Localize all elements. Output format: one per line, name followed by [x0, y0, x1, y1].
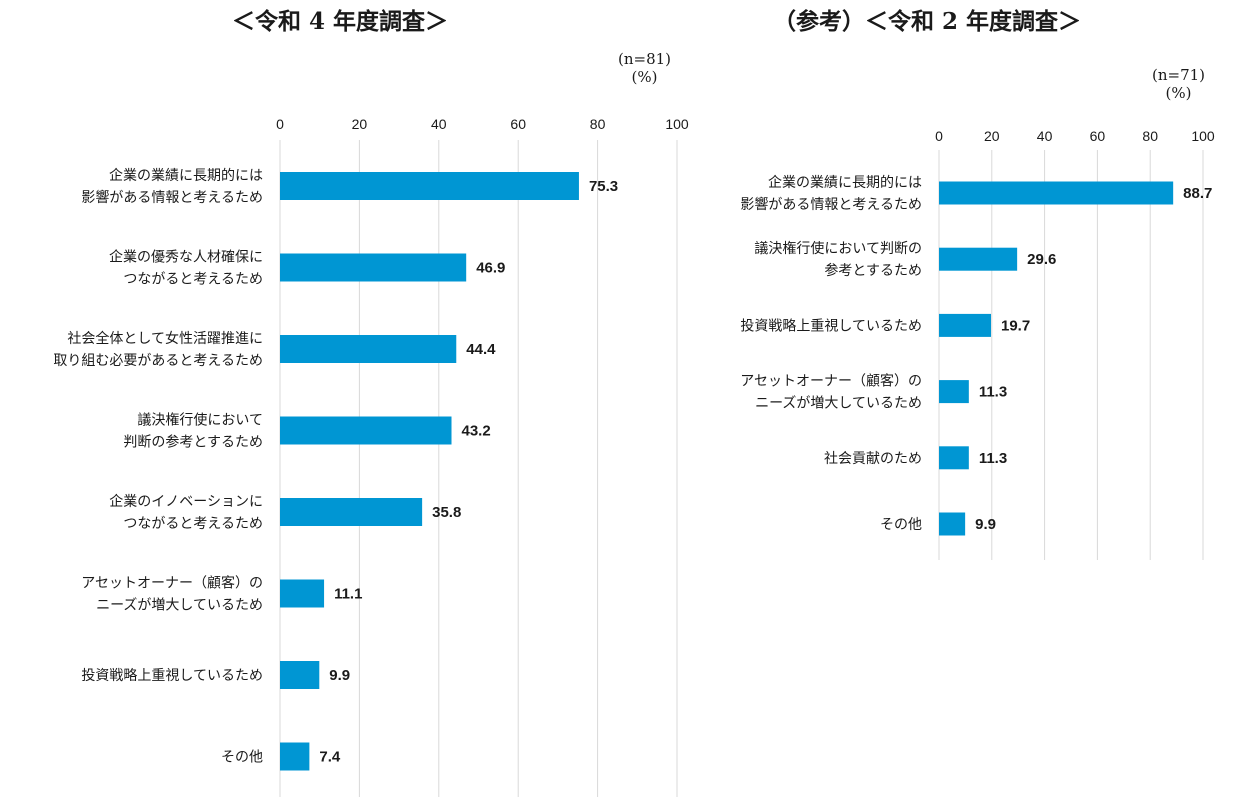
- right-category-label-4-0: 社会貢献のため: [824, 451, 922, 467]
- left-category-label-7-0: その他: [221, 750, 263, 766]
- left-bar-0: [280, 172, 579, 200]
- left-x-tick-label-1: 20: [352, 116, 368, 132]
- left-x-tick-label-4: 80: [590, 116, 606, 132]
- left-bar-6: [280, 661, 320, 689]
- left-sample-size: (n=81): [618, 50, 672, 68]
- left-category-label-2-0: 社会全体として女性活躍推進に: [67, 330, 263, 347]
- left-data-label-2: 44.4: [466, 341, 496, 358]
- right-x-tick-label-1: 20: [984, 128, 1000, 144]
- left-category-label-0-0: 企業の業績に長期的には: [109, 167, 263, 184]
- right-category-label-3-0: アセットオーナー（顧客）の: [740, 373, 922, 390]
- right-category-label-0-1: 影響がある情報と考えるため: [740, 196, 922, 213]
- left-category-label-2-1: 取り組む必要があると考えるため: [53, 353, 263, 369]
- right-category-label-1-1: 参考とするため: [824, 262, 922, 279]
- left-data-label-7: 7.4: [319, 749, 341, 766]
- left-bar-1: [280, 253, 467, 282]
- right-chart-note: (n=71) (%): [1152, 66, 1205, 102]
- right-category-label-3-1: ニーズが増大しているため: [755, 396, 922, 412]
- left-data-label-1: 46.9: [476, 260, 505, 277]
- right-sample-size: (n=71): [1152, 66, 1206, 84]
- left-category-label-5-1: ニーズが増大しているため: [96, 598, 263, 614]
- left-category-label-6-0: 投資戦略上重視しているため: [81, 668, 263, 684]
- left-bar-7: [280, 742, 310, 771]
- right-data-label-1: 29.6: [1027, 251, 1056, 268]
- right-category-label-5-0: その他: [880, 517, 922, 533]
- left-category-label-5-0: アセットオーナー（顧客）の: [81, 575, 263, 592]
- right-chart-title: （参考）＜令和 2 年度調査＞: [773, 8, 1082, 35]
- left-category-label-4-0: 企業のイノベーションに: [109, 493, 263, 510]
- right-data-label-0: 88.7: [1183, 185, 1212, 202]
- left-bar-2: [280, 335, 457, 363]
- right-data-label-3: 11.3: [979, 384, 1007, 401]
- left-category-label-3-0: 議決権行使において: [137, 412, 263, 429]
- right-x-tick-label-2: 40: [1037, 128, 1053, 144]
- right-bar-3: [939, 380, 969, 404]
- right-x-tick-label-4: 80: [1142, 128, 1158, 144]
- left-category-label-3-1: 判断の参考とするため: [123, 434, 263, 451]
- right-unit-label: (%): [1165, 84, 1192, 102]
- right-category-label-1-0: 議決権行使において判断の: [754, 240, 922, 257]
- left-data-label-3: 43.2: [462, 423, 491, 440]
- left-category-label-1-1: つながると考えるため: [123, 272, 263, 288]
- right-bar-4: [939, 446, 969, 470]
- left-x-tick-label-5: 100: [665, 116, 689, 132]
- left-x-tick-label-2: 40: [431, 116, 447, 132]
- right-category-label-0-0: 企業の業績に長期的には: [768, 174, 922, 191]
- right-data-label-2: 19.7: [1001, 317, 1030, 334]
- right-x-tick-label-0: 0: [935, 128, 943, 144]
- left-category-label-4-1: つながると考えるため: [123, 516, 263, 532]
- left-x-tick-label-0: 0: [276, 116, 284, 132]
- left-chart-title: ＜令和 4 年度調査＞: [232, 8, 449, 35]
- right-bar-0: [939, 181, 1174, 205]
- left-category-label-0-1: 影響がある情報と考えるため: [81, 189, 263, 206]
- right-data-label-5: 9.9: [975, 516, 996, 533]
- left-data-label-4: 35.8: [432, 504, 461, 521]
- right-data-label-4: 11.3: [979, 450, 1007, 467]
- right-bar-2: [939, 313, 992, 337]
- right-bar-1: [939, 247, 1018, 271]
- left-category-label-1-0: 企業の優秀な人材確保に: [109, 249, 263, 266]
- left-bar-4: [280, 498, 423, 526]
- left-data-label-0: 75.3: [589, 178, 618, 195]
- left-x-tick-label-3: 60: [510, 116, 526, 132]
- left-bar-5: [280, 579, 325, 608]
- right-x-tick-label-5: 100: [1191, 128, 1215, 144]
- left-chart-note: (n=81) (%): [618, 50, 671, 86]
- left-unit-label: (%): [631, 68, 658, 86]
- left-data-label-6: 9.9: [329, 667, 350, 684]
- right-category-label-2-0: 投資戦略上重視しているため: [740, 318, 922, 334]
- left-data-label-5: 11.1: [334, 586, 362, 603]
- right-bar-5: [939, 512, 966, 536]
- right-x-tick-label-3: 60: [1090, 128, 1106, 144]
- left-bar-3: [280, 416, 452, 445]
